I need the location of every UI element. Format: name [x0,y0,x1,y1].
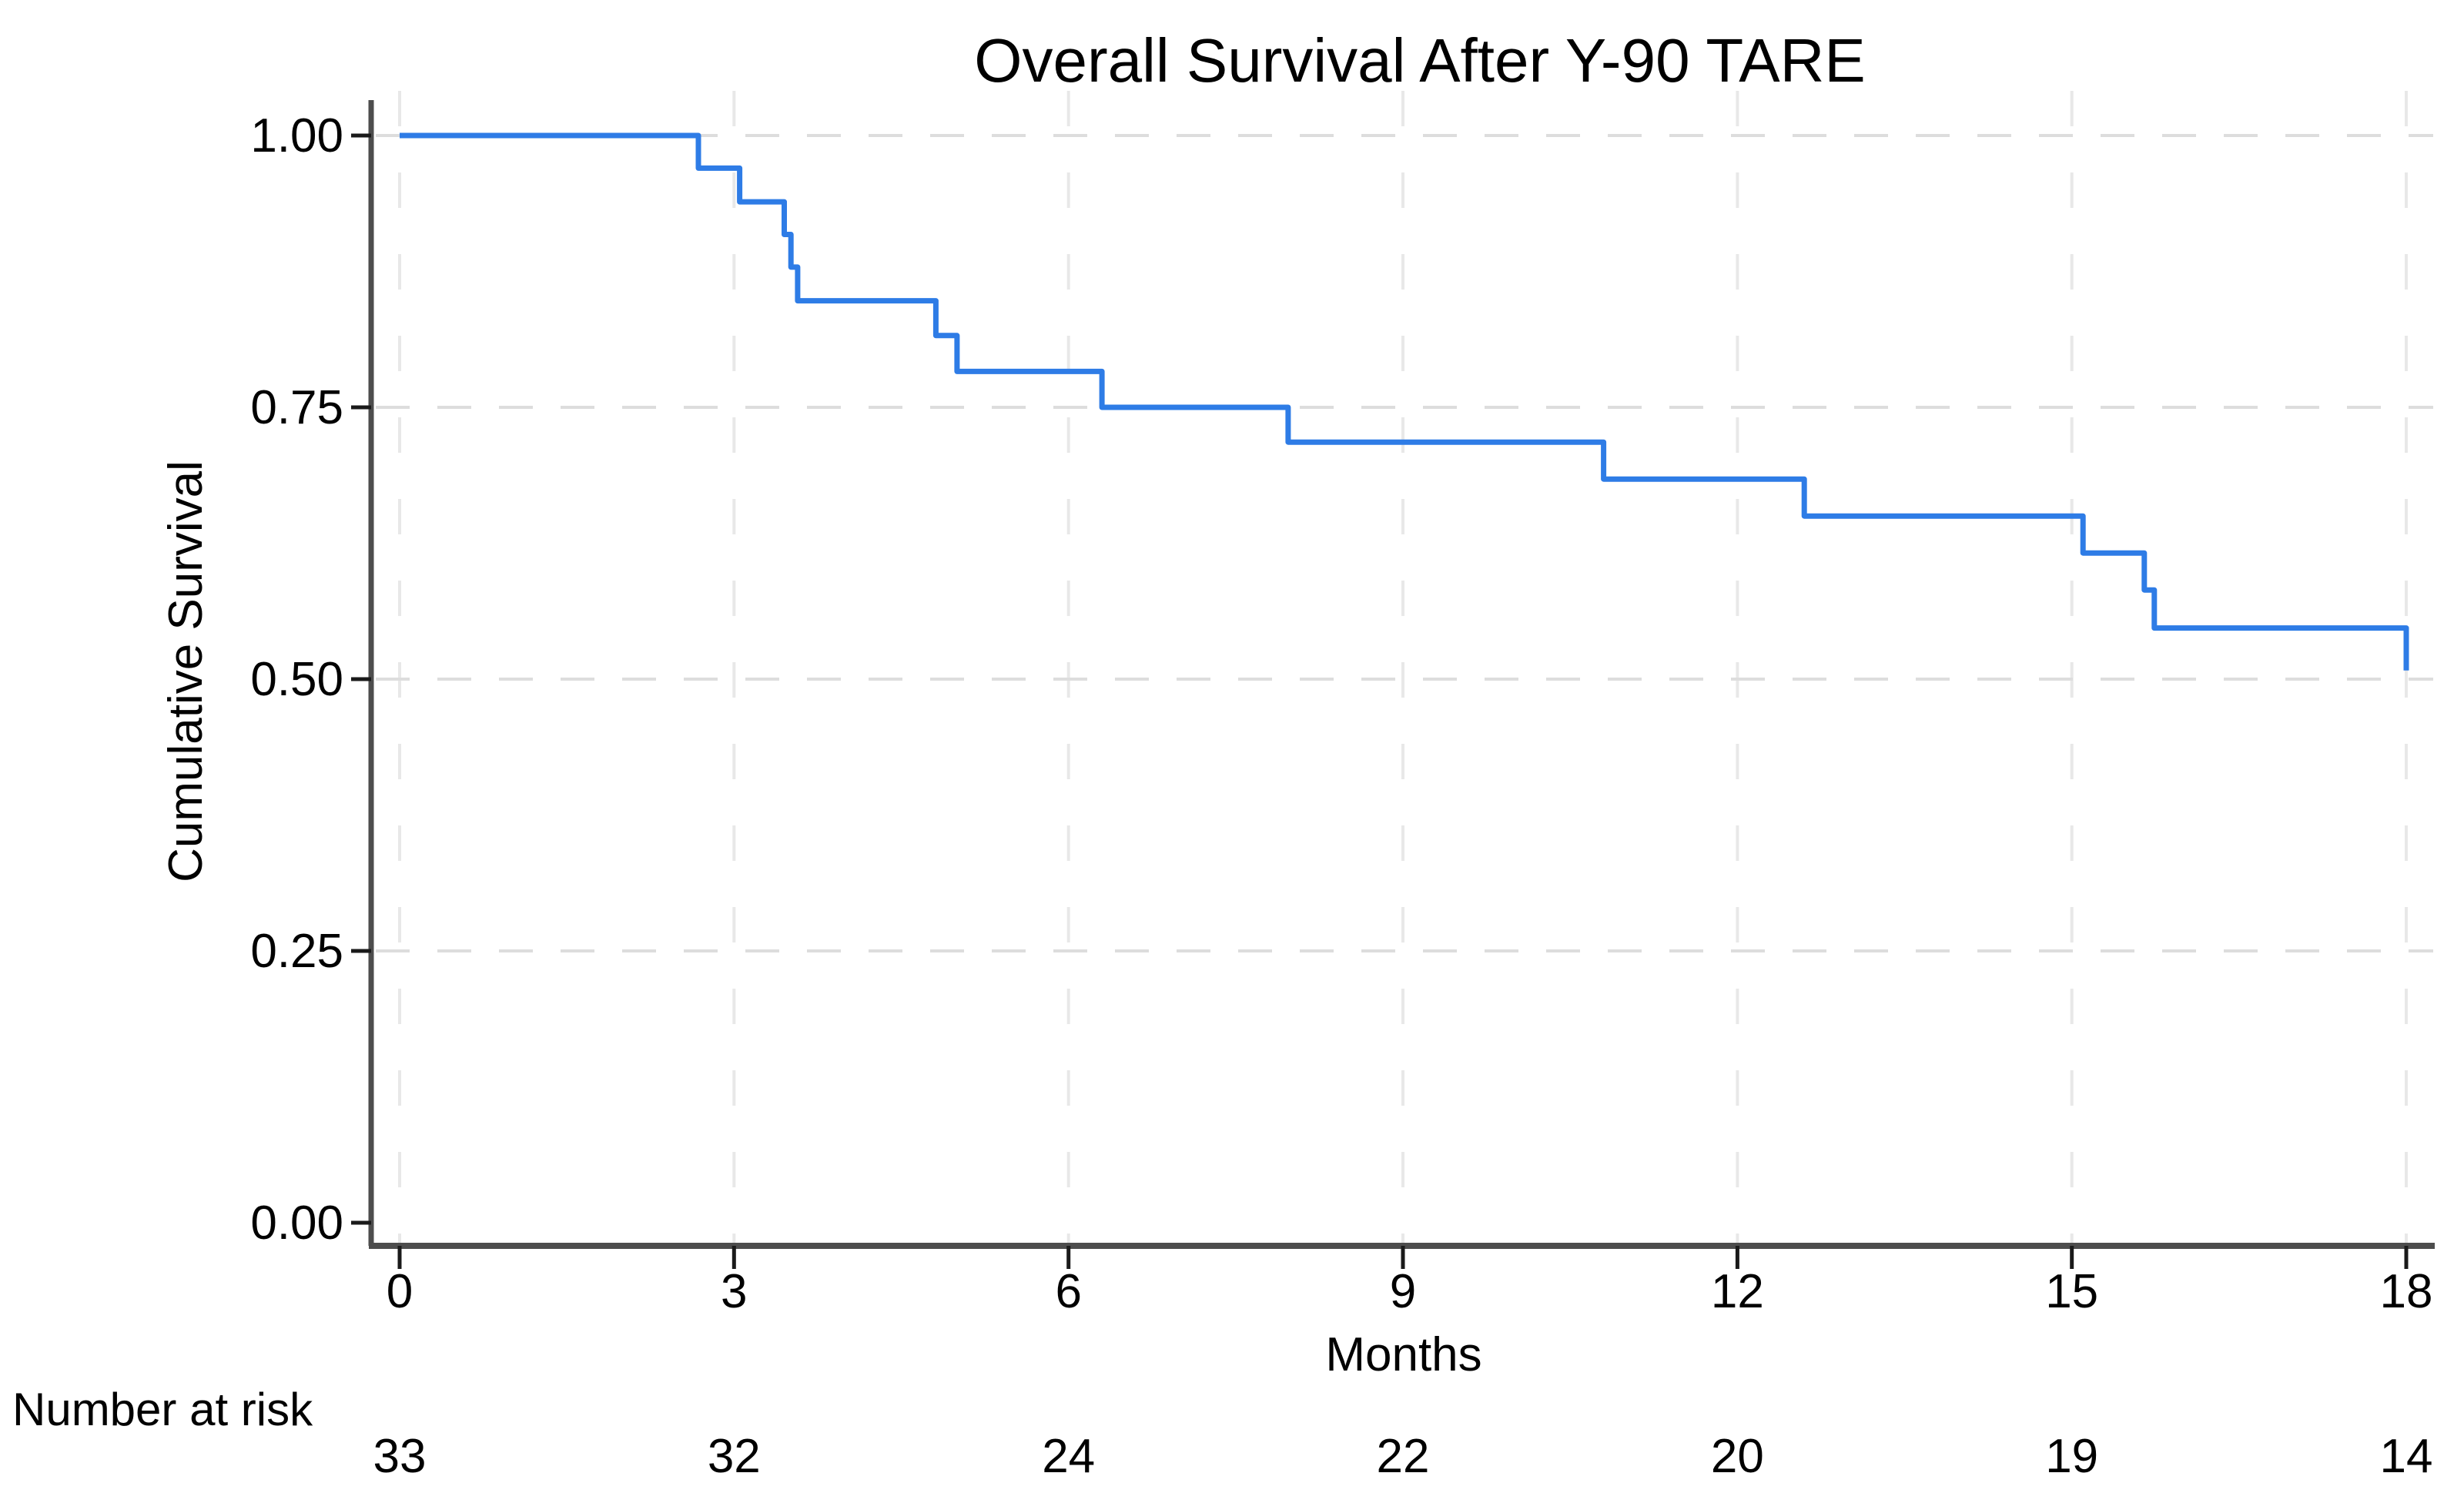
chart-title: Overall Survival After Y-90 TARE [974,26,1866,95]
y-axis-tick-labels: 0.00 0.25 0.50 0.75 1.00 [250,109,343,1250]
number-at-risk-month-3: 32 [708,1430,761,1483]
number-at-risk-values: 33 32 24 22 20 19 14 [373,1430,2433,1483]
x-tick-label-9: 9 [1390,1265,1416,1318]
y-axis-title: Cumulative Survival [159,460,213,882]
x-tick-label-15: 15 [2045,1265,2098,1318]
x-tick-label-12: 12 [1711,1265,1764,1318]
survival-step-curve [400,132,2409,671]
number-at-risk-label: Number at risk [12,1384,313,1435]
y-tick-label-0.5: 0.50 [250,653,343,706]
x-tick-label-18: 18 [2380,1265,2433,1318]
x-axis-ticks [397,1246,2409,1269]
x-tick-label-0: 0 [387,1265,413,1318]
number-at-risk-month-18: 14 [2380,1430,2433,1483]
x-axis-title: Months [1325,1328,1481,1381]
x-tick-label-3: 3 [721,1265,747,1318]
vertical-gridlines [398,91,2408,1244]
number-at-risk-month-6: 24 [1042,1430,1095,1483]
y-tick-label-0: 0.00 [250,1197,343,1250]
number-at-risk-month-0: 33 [373,1430,427,1483]
number-at-risk-month-12: 20 [1711,1430,1764,1483]
x-tick-label-6: 6 [1055,1265,1081,1318]
y-tick-label-0.25: 0.25 [250,925,343,978]
number-at-risk-month-9: 22 [1377,1430,1430,1483]
y-tick-label-1: 1.00 [250,109,343,162]
x-axis-tick-labels: 0 3 6 9 12 15 18 [387,1265,2433,1318]
y-axis-ticks [351,133,371,1225]
y-tick-label-0.75: 0.75 [250,381,343,434]
number-at-risk-month-15: 19 [2045,1430,2098,1483]
